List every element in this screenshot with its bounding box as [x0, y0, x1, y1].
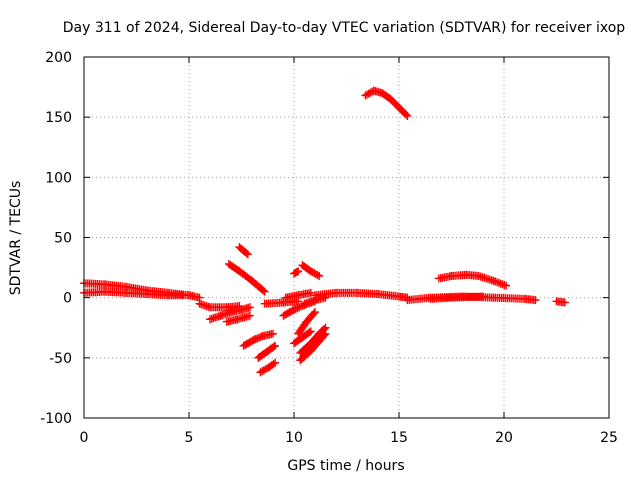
x-axis-label: GPS time / hours — [287, 458, 404, 474]
data-point — [242, 249, 251, 258]
x-tick-label: 5 — [185, 430, 194, 446]
data-point — [403, 111, 412, 120]
data-point — [502, 281, 511, 290]
series-arc-i — [254, 341, 280, 362]
series-arc-d — [206, 303, 254, 324]
y-tick-label: -50 — [49, 351, 72, 367]
data-point — [269, 342, 278, 351]
data-point — [306, 327, 315, 336]
x-tick-label: 20 — [495, 430, 513, 446]
y-tick-label: 50 — [54, 231, 72, 247]
data-point — [294, 267, 303, 276]
series-arc-s — [279, 297, 319, 320]
series-arc-n — [298, 261, 324, 281]
data-point — [306, 288, 315, 297]
series-arc-x — [361, 86, 412, 120]
data-point — [178, 291, 187, 300]
x-tick-label: 10 — [285, 430, 303, 446]
series-arc-g — [235, 243, 252, 259]
data-point — [243, 250, 252, 259]
marks-layer — [80, 86, 569, 377]
data-point — [295, 303, 304, 312]
data-point — [291, 304, 300, 313]
series-arc-j — [256, 358, 280, 377]
data-point — [315, 272, 324, 281]
data-point — [309, 309, 318, 318]
data-point — [292, 267, 301, 276]
data-point — [245, 303, 254, 312]
data-point — [245, 311, 254, 320]
data-point — [269, 329, 277, 338]
data-point — [531, 296, 540, 305]
data-point — [313, 271, 322, 280]
x-tick-label: 25 — [600, 430, 618, 446]
tick-layer: 0 5 10 15 20 25 200 150 100 50 0 -50 -100 — [40, 50, 618, 446]
data-point — [256, 332, 265, 341]
y-tick-label: 0 — [63, 291, 72, 307]
y-axis-label: SDTVAR / TECUs — [8, 181, 24, 296]
series-arc-c — [195, 299, 244, 312]
data-point — [259, 286, 268, 295]
series-arc-w — [426, 292, 487, 303]
series-arc-e — [222, 311, 254, 326]
y-tick-label: 100 — [45, 170, 72, 186]
grid-layer — [84, 57, 609, 418]
series-arc-r — [296, 329, 330, 365]
data-point — [320, 331, 329, 340]
y-tick-label: 200 — [45, 50, 72, 66]
data-point — [260, 287, 269, 296]
series-arc-y — [434, 270, 511, 290]
series-arc-z — [552, 297, 569, 307]
y-tick-label: 150 — [45, 110, 72, 126]
data-point — [290, 305, 298, 314]
data-point — [305, 328, 314, 337]
series-arc-l — [281, 288, 315, 302]
series-arc-p — [290, 327, 315, 348]
data-point — [293, 304, 302, 313]
data-point — [402, 110, 410, 119]
data-point — [271, 341, 280, 350]
data-point — [479, 292, 487, 301]
data-point — [271, 358, 280, 367]
series-arc-m — [290, 267, 303, 278]
series-arc-h — [239, 329, 277, 350]
data-point — [269, 359, 278, 368]
series-arc-b — [80, 287, 187, 300]
data-point — [321, 329, 330, 338]
y-tick-label: -100 — [40, 411, 72, 427]
x-tick-label: 0 — [80, 430, 89, 446]
chart-title: Day 311 of 2024, Sidereal Day-to-day VTE… — [63, 20, 626, 36]
series-arc-u — [311, 288, 412, 302]
plot-frame — [83, 56, 610, 419]
x-tick-label: 15 — [390, 430, 408, 446]
data-point — [311, 308, 319, 317]
data-point — [560, 298, 569, 307]
series-arc-f — [224, 259, 269, 296]
